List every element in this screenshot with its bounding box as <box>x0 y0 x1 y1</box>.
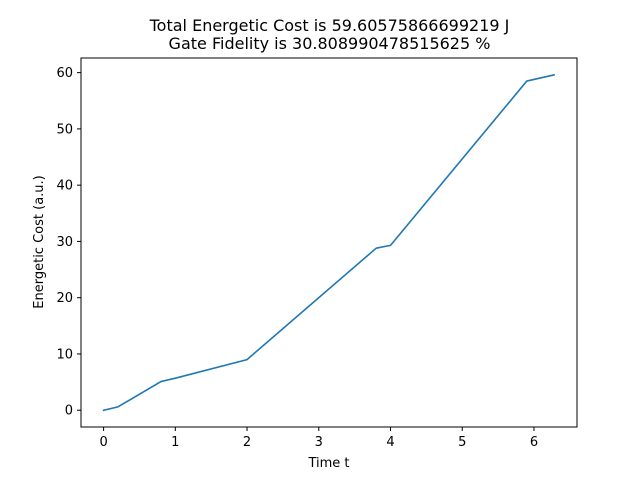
x-tick-label: 5 <box>458 435 466 450</box>
x-tick-label: 0 <box>99 435 107 450</box>
y-tick-label: 50 <box>56 122 73 137</box>
x-axis-label: Time t <box>307 456 349 471</box>
y-tick-label: 10 <box>56 347 73 362</box>
x-tick-label: 6 <box>530 435 538 450</box>
x-axis-ticks: 0 1 2 3 4 5 6 <box>99 427 538 450</box>
y-axis-label: Energetic Cost (a.u.) <box>32 175 47 308</box>
plot-area <box>102 73 556 412</box>
series-line <box>102 73 556 412</box>
chart-title-line-2: Gate Fidelity is 30.808990478515625 % <box>169 34 491 53</box>
y-tick-label: 20 <box>56 291 73 306</box>
x-tick-label: 4 <box>386 435 394 450</box>
axes-frame <box>80 57 578 428</box>
y-tick-label: 40 <box>56 179 73 194</box>
y-tick-label: 30 <box>56 235 73 250</box>
x-tick-label: 1 <box>171 435 179 450</box>
y-tick-label: 0 <box>65 404 73 419</box>
y-tick-label: 60 <box>56 66 73 81</box>
x-tick-label: 2 <box>243 435 251 450</box>
y-axis-ticks: 0 10 20 30 40 50 60 <box>56 66 81 419</box>
x-tick-label: 3 <box>315 435 323 450</box>
chart-title-line-1: Total Energetic Cost is 59.6057586669921… <box>149 16 510 35</box>
